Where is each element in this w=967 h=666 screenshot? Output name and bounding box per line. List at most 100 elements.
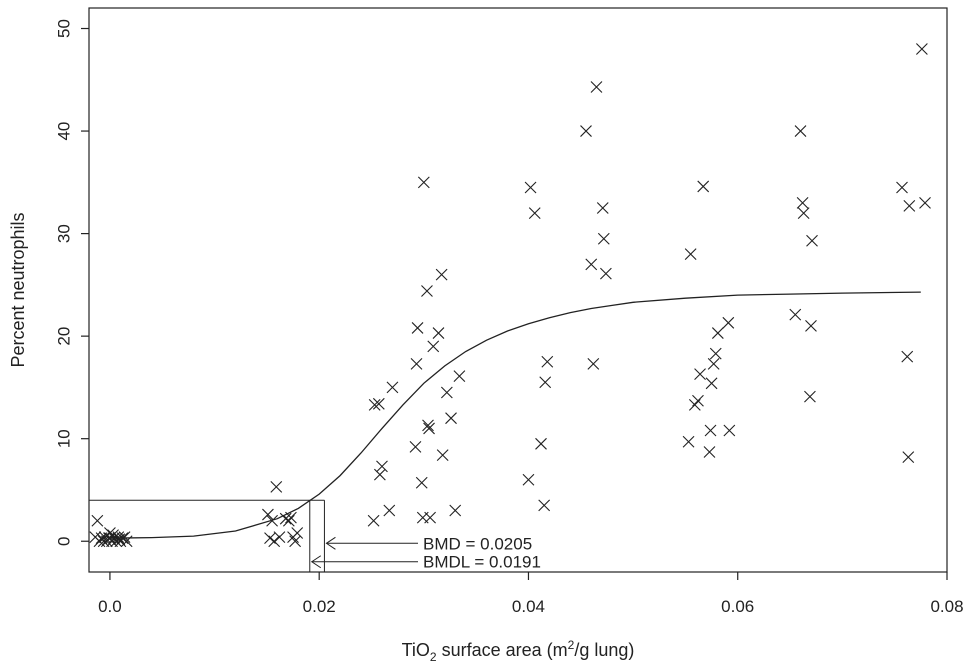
data-point (704, 424, 717, 437)
x-tick-label: 0.08 (930, 597, 963, 616)
y-axis: 0 10 20 30 40 50 (54, 19, 89, 546)
data-point (919, 196, 931, 209)
data-point (422, 419, 434, 432)
data-point (796, 196, 809, 209)
data-point (440, 386, 453, 399)
data-point (421, 285, 433, 297)
data-point (590, 81, 603, 93)
data-point (585, 258, 598, 271)
y-tick-label: 20 (54, 327, 73, 346)
data-point (415, 476, 428, 489)
data-point (692, 394, 704, 407)
x-tick-label: 0.0 (98, 597, 122, 616)
data-point (417, 176, 430, 189)
data-point (587, 357, 600, 370)
data-point (707, 357, 720, 370)
data-point (705, 377, 718, 390)
data-point (903, 200, 916, 212)
data-point (291, 527, 304, 539)
x-title-mid: surface area (m (437, 640, 568, 660)
data-point (368, 398, 381, 411)
data-point (285, 511, 297, 524)
y-tick-label: 40 (54, 122, 73, 141)
data-point (436, 449, 449, 461)
data-point (804, 390, 816, 403)
y-tick-label: 50 (54, 19, 73, 38)
y-axis-title: Percent neutrophils (8, 212, 28, 367)
data-point (797, 207, 810, 219)
data-point (453, 370, 466, 383)
data-point (711, 327, 724, 339)
x-tick-label: 0.06 (721, 597, 754, 616)
data-point (98, 531, 111, 544)
data-point (266, 514, 278, 527)
data-point (709, 347, 722, 360)
data-point (694, 368, 706, 380)
data-point (386, 381, 399, 394)
data-point (896, 181, 908, 194)
data-point (270, 480, 283, 493)
data-point (528, 207, 541, 219)
data-point (289, 535, 302, 548)
data-point (535, 437, 547, 450)
x-axis-title: TiO2 surface area (m2/g lung) (402, 638, 635, 664)
y-tick-label: 0 (54, 537, 73, 546)
bmd-reference-lines (89, 499, 325, 572)
data-point (279, 512, 292, 525)
data-point (722, 316, 735, 329)
data-point (806, 234, 818, 247)
data-point (423, 422, 435, 435)
data-point (522, 473, 535, 486)
data-points (89, 43, 931, 548)
data-point (524, 181, 537, 194)
data-point (409, 441, 422, 453)
data-point (432, 327, 445, 339)
data-point (600, 267, 612, 280)
data-point (372, 397, 385, 410)
data-point (120, 535, 133, 548)
data-point (91, 514, 104, 527)
data-point (104, 527, 116, 539)
data-point (373, 468, 386, 481)
data-point (411, 322, 424, 334)
data-point (794, 125, 807, 137)
data-point (367, 514, 380, 527)
data-point (805, 320, 817, 332)
x-tick-label: 0.04 (512, 597, 545, 616)
annotation-label: BMD = 0.0205 (423, 534, 532, 553)
data-point (902, 451, 915, 464)
data-point (435, 268, 448, 281)
data-point (424, 511, 436, 524)
data-point (273, 531, 286, 544)
data-point (383, 504, 396, 517)
y-tick-label: 30 (54, 224, 73, 243)
annotation-arrowhead (325, 536, 336, 550)
annotation-label: BMDL = 0.0191 (423, 553, 541, 572)
data-point (282, 514, 295, 527)
fitted-curve (109, 291, 921, 539)
y-tick-label: 10 (54, 429, 73, 448)
data-point (541, 355, 554, 368)
data-point (580, 125, 592, 137)
data-point (538, 499, 551, 512)
data-point (703, 446, 716, 458)
data-point (113, 533, 126, 546)
data-point (901, 350, 914, 363)
data-point (915, 43, 928, 55)
data-point (427, 340, 440, 353)
x-title-pre: TiO (402, 640, 430, 660)
data-point (410, 357, 423, 370)
plot-frame (88, 7, 948, 573)
data-point (697, 180, 710, 193)
data-point (268, 535, 281, 548)
data-point (597, 232, 610, 245)
data-point (108, 532, 121, 545)
data-point (596, 202, 609, 214)
x-title-sub: 2 (430, 650, 437, 664)
x-title-post: /g lung) (574, 640, 634, 660)
data-point (684, 248, 697, 260)
data-point (97, 535, 110, 548)
annotation-arrowhead (310, 555, 322, 569)
data-point (539, 376, 552, 389)
